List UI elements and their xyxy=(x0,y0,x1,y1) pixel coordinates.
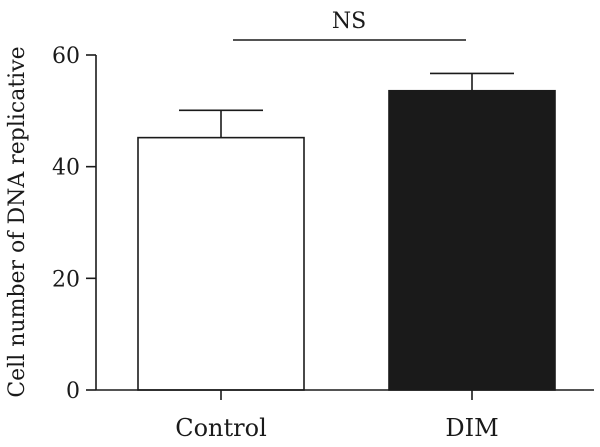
y-tick-label: 0 xyxy=(66,379,80,404)
y-tick-label: 20 xyxy=(52,267,80,292)
y-tick-label: 40 xyxy=(52,156,80,181)
bars xyxy=(137,72,556,391)
x-category-label: DIM xyxy=(445,414,498,442)
bar-control xyxy=(137,136,305,391)
bar-dim xyxy=(388,89,556,391)
y-axis-ticks: 0 20 40 60 xyxy=(52,44,96,404)
significance-label: NS xyxy=(332,9,366,34)
x-axis-categories: Control DIM xyxy=(175,390,499,442)
x-category-label: Control xyxy=(175,414,267,442)
y-axis-title: Cell number of DNA replicative xyxy=(5,46,30,397)
y-tick-label: 60 xyxy=(52,44,80,69)
